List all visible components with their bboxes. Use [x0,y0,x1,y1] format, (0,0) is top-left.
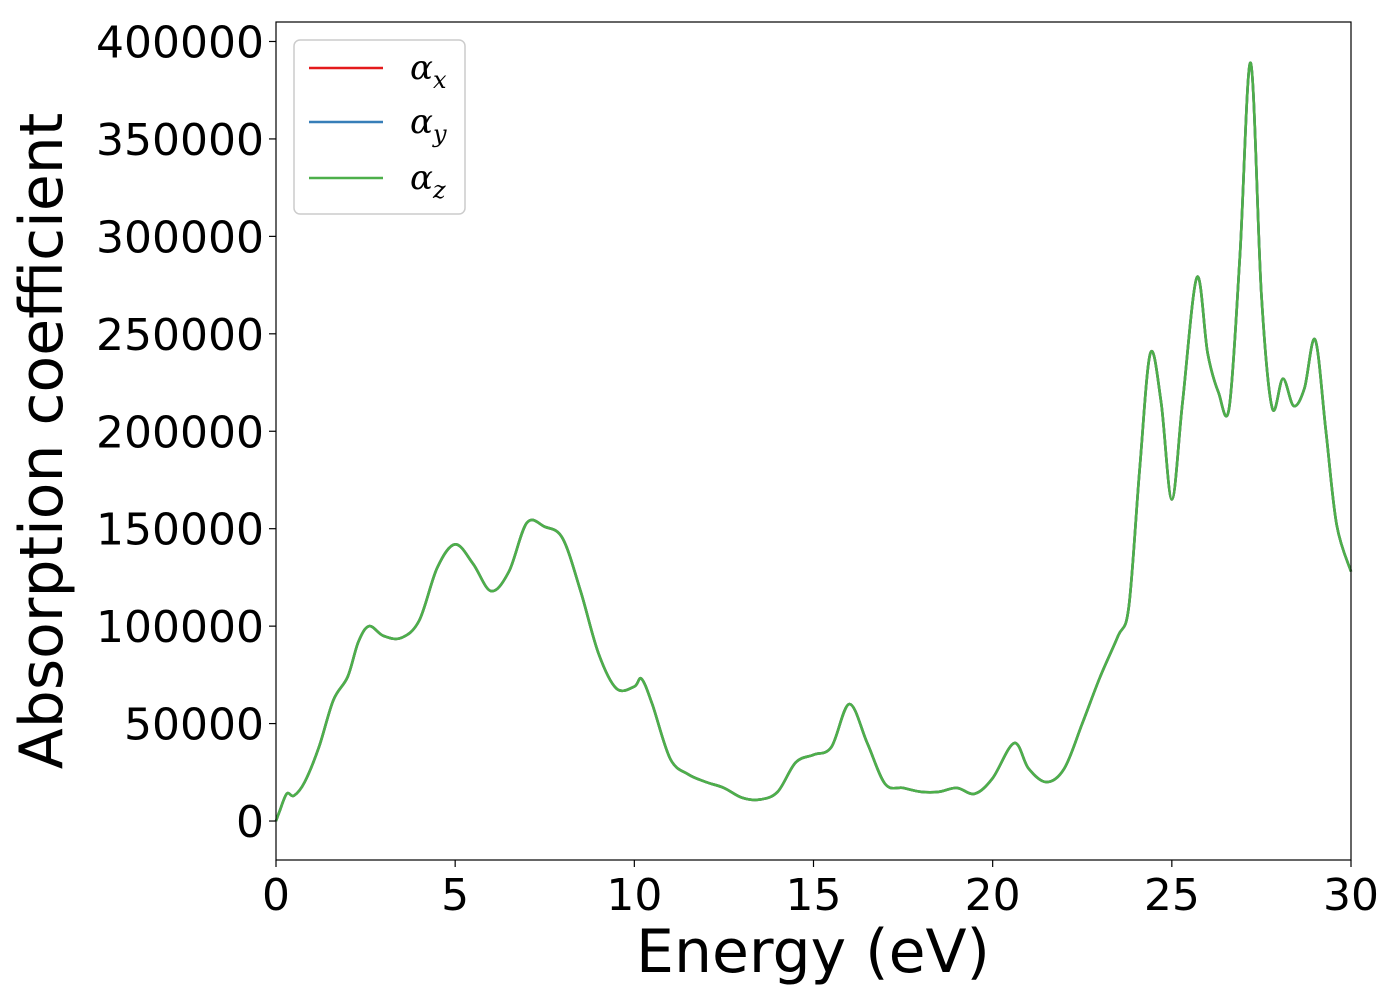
x-tick-label: 15 [786,870,842,921]
y-tick-label: 350000 [96,115,264,166]
x-tick-label: 5 [441,870,469,921]
legend-label-y: αy [410,102,447,148]
legend-box [293,39,466,215]
y-tick-label: 50000 [124,700,264,751]
x-tick-label: 20 [965,870,1021,921]
legend-label-x: αx [410,48,447,94]
x-tick-label: 10 [606,870,662,921]
y-tick-label: 300000 [96,212,264,263]
legend: αx αy αz [293,39,466,215]
y-tick-label: 100000 [96,602,264,653]
legend-label-z: αz [410,158,446,204]
series-line-z [274,61,1353,822]
y-tick-label: 150000 [96,505,264,556]
series-layer [274,61,1353,822]
y-tick-label: 250000 [96,310,264,361]
y-axis-title: Absorption coefficient [7,113,77,770]
y-tick-label: 400000 [96,17,264,68]
x-axis: 0 5 10 15 20 25 30 [262,860,1379,921]
x-tick-label: 25 [1144,870,1200,921]
y-axis: 0 50000 100000 150000 200000 250000 300000 3500… [96,17,276,848]
y-tick-label: 0 [236,797,264,848]
x-axis-title: Energy (eV) [636,917,990,987]
x-tick-label: 0 [262,870,290,921]
y-tick-label: 200000 [96,407,264,458]
x-tick-label: 30 [1323,870,1379,921]
